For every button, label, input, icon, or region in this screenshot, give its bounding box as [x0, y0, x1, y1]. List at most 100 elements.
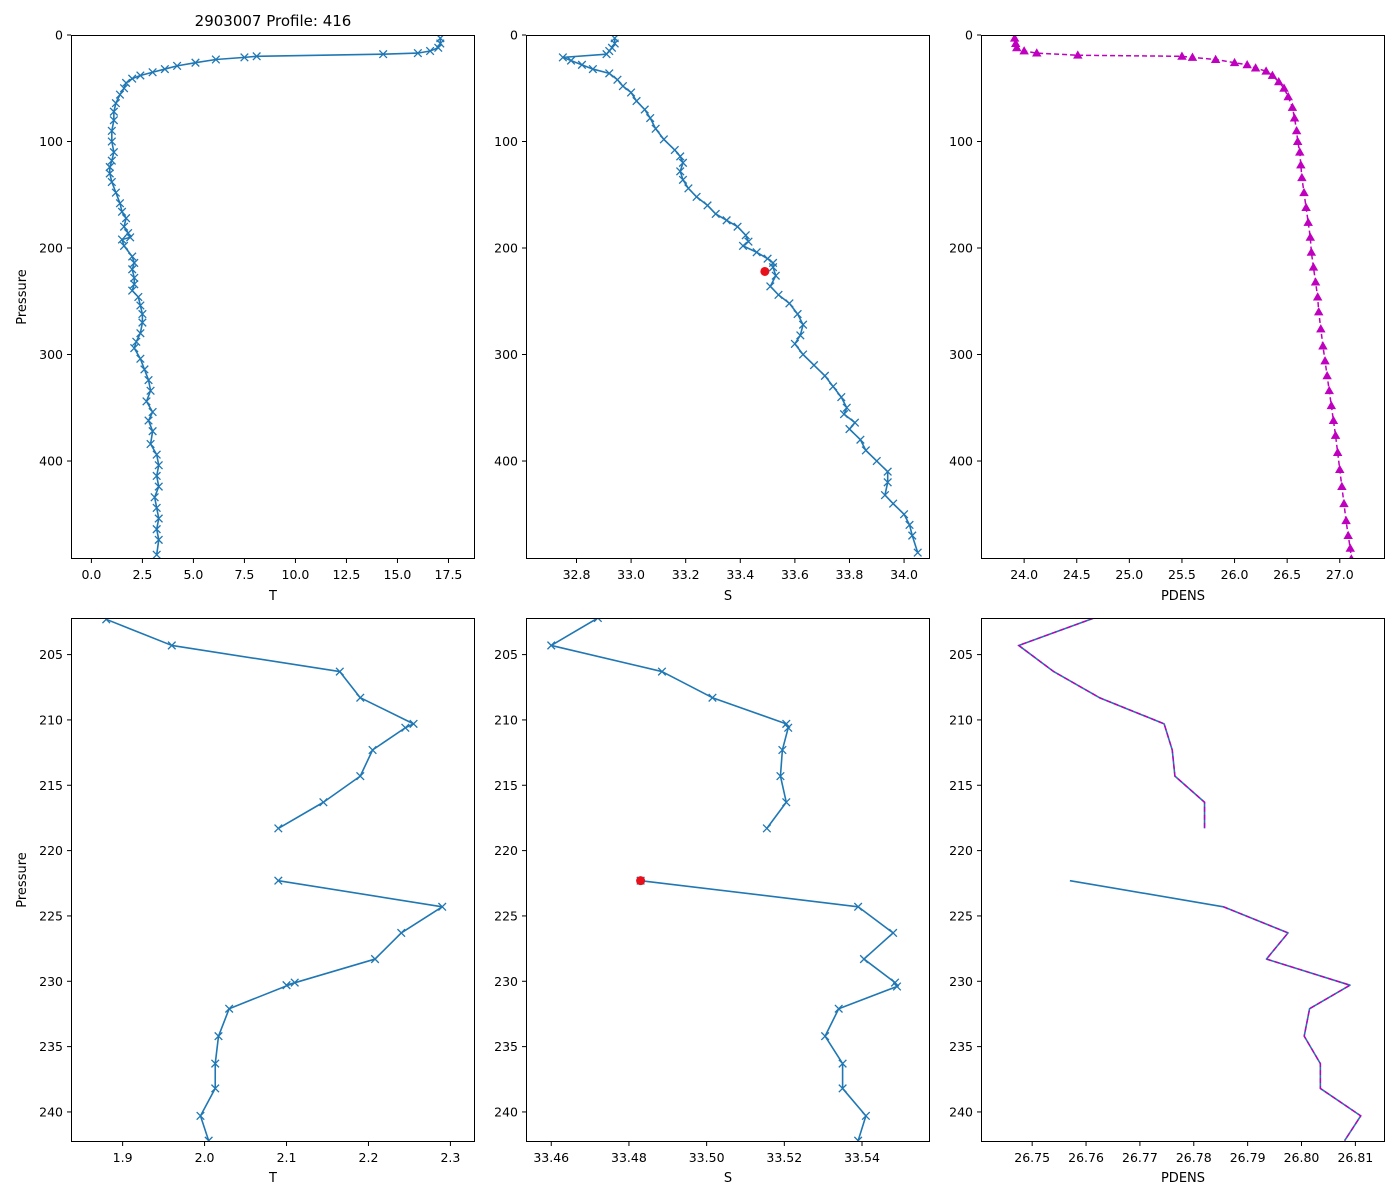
- data-point-bottom-temperature: [356, 693, 365, 702]
- series-line-bottom-salinity-0: [550, 618, 790, 829]
- data-point-top-temperature: [125, 233, 135, 242]
- y-tick-label: 300: [949, 347, 973, 362]
- y-tick-label: 220: [39, 843, 63, 858]
- data-point-top-temperature: [129, 258, 139, 268]
- data-point-bottom-temperature: [409, 719, 418, 729]
- data-point-top-pdens: [1283, 91, 1293, 101]
- data-point-bottom-salinity: [861, 1111, 871, 1121]
- y-tick-label: 225: [949, 908, 973, 923]
- data-point-bottom-salinity: [708, 693, 717, 702]
- data-point-top-salinity: [733, 222, 742, 231]
- data-point-top-salinity: [883, 467, 892, 476]
- data-point-bottom-temperature: [335, 667, 345, 676]
- plot-frame-top-salinity: [526, 35, 930, 559]
- data-point-top-temperature: [240, 53, 249, 62]
- data-point-top-temperature: [148, 68, 157, 77]
- data-point-bottom-temperature: [214, 1031, 223, 1041]
- data-point-top-temperature: [154, 482, 163, 491]
- y-tick-label: 0: [965, 28, 973, 43]
- data-point-top-temperature: [134, 292, 143, 302]
- data-point-top-pdens: [1303, 217, 1313, 226]
- x-axis-label-bottom-pdens: PDENS: [1161, 1171, 1205, 1186]
- x-tick-label: 33.8: [836, 567, 864, 582]
- y-tick-label: 205: [949, 647, 973, 662]
- data-point-top-pdens: [1250, 63, 1261, 72]
- data-point-top-temperature: [111, 98, 121, 108]
- x-axis-label-bottom-salinity: S: [724, 1171, 732, 1186]
- data-point-top-salinity: [645, 113, 655, 123]
- flagged-point-bottom-salinity: [636, 876, 646, 886]
- data-point-top-temperature: [136, 71, 145, 80]
- data-point-top-salinity: [785, 299, 794, 308]
- y-tick-label: 0: [55, 28, 63, 43]
- x-tick-label: 33.4: [726, 567, 754, 582]
- y-tick-label: 230: [494, 974, 518, 989]
- data-point-top-salinity: [798, 350, 808, 359]
- data-point-top-salinity: [675, 152, 685, 161]
- data-point-top-salinity: [763, 254, 772, 263]
- x-tick-label: 7.5: [234, 567, 254, 582]
- y-tick-label: 100: [494, 134, 518, 149]
- x-tick-label: 26.76: [1068, 1150, 1104, 1165]
- data-point-top-salinity: [820, 371, 830, 381]
- data-point-bottom-temperature: [437, 902, 447, 912]
- x-tick-label: 26.0: [1221, 567, 1249, 582]
- data-point-top-temperature: [148, 426, 157, 436]
- y-tick-label: 200: [494, 241, 518, 256]
- x-tick-label: 33.52: [766, 1150, 802, 1165]
- data-point-top-salinity: [766, 282, 775, 291]
- y-axis-label-bottom: Pressure: [15, 852, 30, 908]
- data-point-top-salinity: [678, 175, 688, 185]
- x-tick-label: 24.5: [1063, 567, 1091, 582]
- y-tick-label: 100: [39, 134, 63, 149]
- y-tick-label: 230: [949, 974, 973, 989]
- data-point-top-salinity: [861, 446, 871, 455]
- plot-area-top-salinity: [558, 35, 922, 557]
- plot-area-bottom-temperature: [101, 618, 447, 1142]
- data-point-top-salinity: [618, 81, 628, 91]
- y-tick-label: 0: [510, 28, 518, 43]
- data-point-top-salinity: [558, 53, 568, 62]
- data-point-bottom-temperature: [282, 980, 291, 990]
- data-point-top-salinity: [809, 360, 819, 370]
- series-line-bottom-temperature-0: [105, 618, 415, 830]
- data-point-top-pdens: [1073, 50, 1083, 59]
- data-point-top-pdens: [1289, 113, 1300, 122]
- data-point-top-pdens: [1267, 70, 1278, 79]
- data-point-top-temperature: [142, 397, 151, 406]
- data-point-top-salinity: [610, 39, 619, 48]
- data-point-top-salinity: [613, 75, 622, 84]
- data-point-top-pdens: [1242, 60, 1252, 69]
- data-point-top-temperature: [119, 83, 129, 93]
- data-point-top-temperature: [436, 39, 445, 48]
- x-tick-label: 15.0: [384, 567, 412, 582]
- data-point-top-pdens: [1301, 202, 1311, 211]
- data-point-bottom-salinity: [546, 641, 556, 650]
- data-point-top-salinity: [632, 96, 641, 106]
- data-point-top-temperature: [129, 343, 139, 353]
- y-tick-label: 205: [39, 647, 63, 662]
- plot-area-bottom-salinity: [546, 618, 902, 1142]
- data-point-top-salinity: [722, 216, 731, 225]
- data-point-top-salinity: [880, 490, 890, 500]
- data-point-top-pdens: [1343, 530, 1353, 540]
- x-tick-label: 27.0: [1326, 567, 1354, 582]
- plot-frame-top-temperature: [71, 35, 475, 559]
- data-point-top-pdens: [1308, 262, 1319, 271]
- data-point-top-salinity: [744, 237, 753, 246]
- data-point-top-temperature: [121, 78, 131, 88]
- data-point-bottom-temperature: [204, 1136, 213, 1142]
- data-point-top-pdens: [1295, 147, 1305, 156]
- x-tick-label: 2.5: [132, 567, 152, 582]
- x-tick-label: 33.50: [689, 1150, 725, 1165]
- data-point-bottom-salinity: [762, 824, 772, 833]
- plot-frame-bottom-salinity: [526, 618, 930, 1142]
- data-point-top-temperature: [154, 461, 163, 470]
- data-point-top-pdens: [1296, 160, 1306, 169]
- data-point-top-salinity: [790, 339, 800, 349]
- data-point-top-salinity: [888, 499, 898, 508]
- data-point-top-salinity: [771, 271, 781, 280]
- data-point-top-temperature: [425, 46, 435, 56]
- data-point-top-salinity: [793, 309, 802, 319]
- x-tick-label: 26.80: [1284, 1150, 1320, 1165]
